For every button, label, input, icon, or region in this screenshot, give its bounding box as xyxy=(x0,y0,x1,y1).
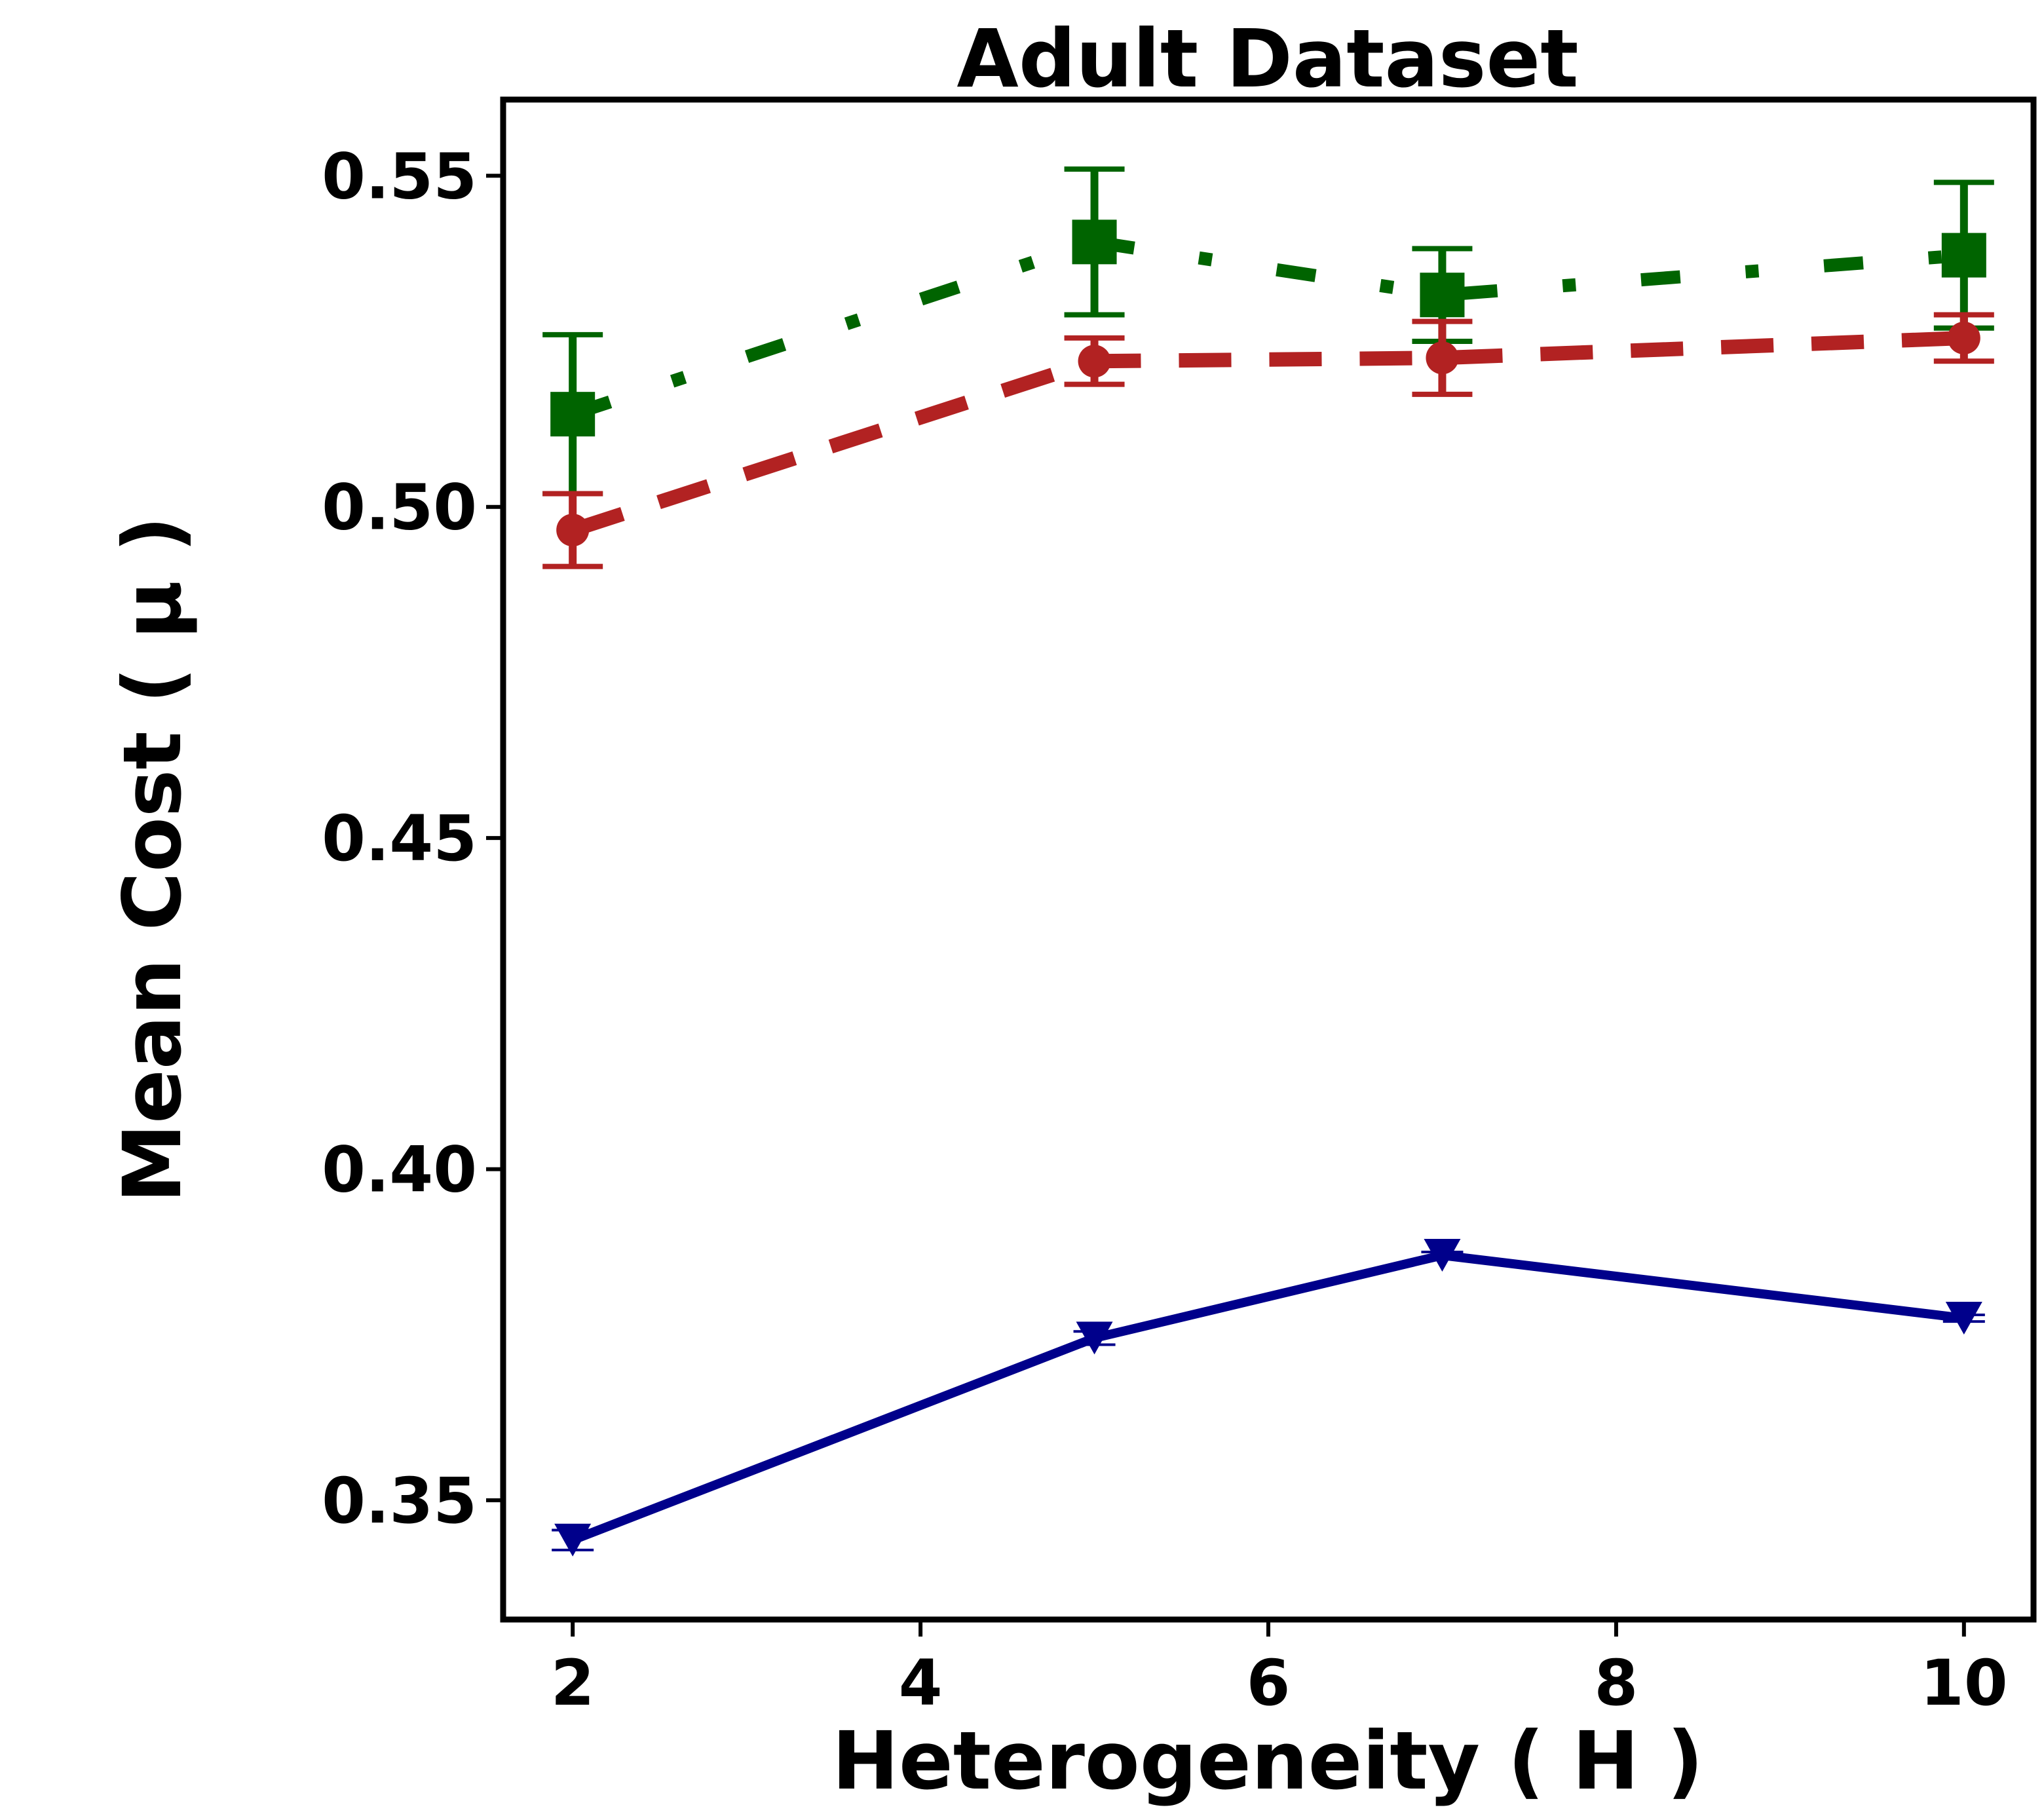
series-0 xyxy=(542,166,1994,497)
y-tick-label: 0.40 xyxy=(322,1133,477,1207)
y-tick-label: 0.50 xyxy=(322,471,477,544)
ticks-layer: 2 4 6 8 10 0.35 0.40 0.45 0.50 0.55 xyxy=(322,140,2007,1720)
x-tick-label: 2 xyxy=(551,1646,595,1720)
y-axis-title: Mean Cost ( μ ) xyxy=(106,516,199,1204)
x-tick-label: 6 xyxy=(1247,1646,1291,1720)
data-point-square xyxy=(1072,219,1117,265)
data-point-circle xyxy=(1426,341,1459,375)
data-point-triangle xyxy=(1945,1302,1982,1335)
plot-area-frame xyxy=(500,96,2037,1623)
series-layer xyxy=(542,166,1994,1557)
data-point-triangle xyxy=(1424,1239,1461,1272)
chart-title: Adult Dataset xyxy=(956,12,1578,105)
data-point-square xyxy=(1420,273,1465,318)
series-line xyxy=(571,235,1965,421)
data-point-triangle xyxy=(554,1523,592,1557)
data-point-circle xyxy=(1947,321,1980,354)
data-point-circle xyxy=(1078,345,1111,378)
x-tick-label: 8 xyxy=(1595,1646,1638,1720)
data-point-square xyxy=(550,392,596,437)
data-point-square xyxy=(1941,233,1986,278)
y-tick-label: 0.55 xyxy=(322,140,477,213)
data-point-circle xyxy=(556,514,590,547)
data-point-triangle xyxy=(1076,1321,1113,1355)
series-1 xyxy=(542,312,1994,569)
x-axis-title: Heterogeneity ( H ) xyxy=(832,1715,1703,1808)
series-2 xyxy=(552,1239,1985,1557)
y-tick-label: 0.35 xyxy=(322,1464,477,1538)
y-tick-label: 0.45 xyxy=(322,802,477,875)
x-tick-label: 10 xyxy=(1920,1646,2008,1720)
series-line xyxy=(571,1251,1965,1545)
series-line xyxy=(570,330,1965,537)
x-tick-label: 4 xyxy=(899,1646,943,1720)
